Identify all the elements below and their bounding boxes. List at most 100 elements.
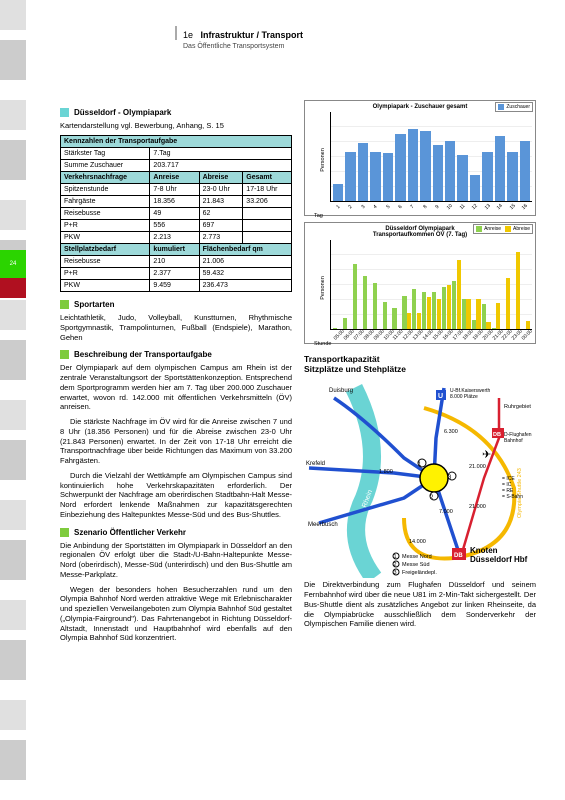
chart-bar: 8 bbox=[420, 131, 430, 201]
table-row: Reisebusse4962 bbox=[61, 208, 292, 220]
table-section-head: Stellplatzbedarf kumuliert Flächenbedarf… bbox=[61, 244, 292, 256]
page-number-tab: 24 bbox=[0, 250, 26, 278]
chart-bar-pair: 18:00 bbox=[462, 299, 471, 329]
chart-bar: 7 bbox=[408, 129, 418, 201]
main-content: Düsseldorf - Olympiapark Kartendarstellu… bbox=[60, 100, 540, 648]
chart-bar: 5 bbox=[383, 153, 393, 201]
svg-text:Freigeländepl.: Freigeländepl. bbox=[402, 570, 437, 576]
chart-bar-pair: 05:00 bbox=[333, 328, 342, 329]
page-header: 1e Infrastruktur / Transport Das Öffentl… bbox=[183, 30, 303, 50]
cap: 7.000 bbox=[439, 509, 453, 515]
red-margin-tab bbox=[0, 278, 26, 298]
table-row: PKW9.459236.473 bbox=[61, 280, 292, 292]
chart-bar-pair: 17:00 bbox=[452, 260, 461, 329]
chart-bar-pair: 22:00 bbox=[501, 278, 510, 329]
chart-bar-pair: 15:00 bbox=[432, 292, 441, 329]
label-ruhr: Ruhrgebiet bbox=[504, 404, 531, 410]
chart1-block: Olympiapark - Zuschauer gesamt Zuschauer… bbox=[304, 100, 536, 216]
chart1-area: Personen Tag 12345678910111213141516 bbox=[330, 112, 532, 202]
svg-text:Messe Nord: Messe Nord bbox=[402, 554, 432, 560]
map-block: TransportkapazitätSitzplätze und Stehplä… bbox=[304, 354, 536, 580]
left-column: Düsseldorf - Olympiapark Kartendarstellu… bbox=[60, 100, 292, 648]
subtitle: Kartendarstellung vgl. Bewerbung, Anhang… bbox=[60, 121, 292, 130]
body-text: Wegen der besonders hohen Besucherzahlen… bbox=[60, 585, 292, 644]
cap: 6.300 bbox=[444, 429, 458, 435]
table-row: Stärkster Tag7.Tag bbox=[61, 148, 292, 160]
chart1-ylabel: Personen bbox=[320, 148, 326, 172]
chart-bar: 14 bbox=[495, 136, 505, 201]
airplane-icon: ✈ bbox=[482, 449, 491, 461]
chart-bar: 3 bbox=[358, 143, 368, 201]
chart-bar-pair: 00:00 bbox=[521, 321, 530, 329]
map-title: TransportkapazitätSitzplätze und Stehplä… bbox=[304, 354, 536, 374]
title-block: Düsseldorf - Olympiapark bbox=[60, 108, 292, 117]
cap: 1.800 bbox=[379, 469, 393, 475]
svg-text:2: 2 bbox=[394, 562, 397, 568]
body-text: Der Olympiapark auf dem olympischen Camp… bbox=[60, 363, 292, 412]
red-line bbox=[462, 398, 499, 553]
table-row: Fahrgäste18.35621.84333.206 bbox=[61, 196, 292, 208]
chart1-legend: Zuschauer bbox=[495, 102, 533, 112]
table-row: Spitzenstunde7-8 Uhr23-0 Uhr17-18 Uhr bbox=[61, 184, 292, 196]
chart-bar-pair: 10:00 bbox=[383, 302, 392, 329]
chart-bar-pair: 21:00 bbox=[492, 303, 501, 329]
knoten-l1: Knoten bbox=[470, 546, 498, 555]
chart2-xlabel: Stunde bbox=[314, 341, 331, 347]
cyan-square-icon bbox=[60, 108, 69, 117]
table-row: Summe Zuschauer203.717 bbox=[61, 160, 292, 172]
beschreibung-head: Beschreibung der Transportaufgabe bbox=[60, 350, 292, 359]
table-row: P+R2.37759.432 bbox=[61, 268, 292, 280]
section-title: Infrastruktur / Transport bbox=[201, 30, 304, 40]
kennzahlen-table: Kennzahlen der Transportaufgabe Stärkste… bbox=[60, 135, 292, 292]
section-sub: Das Öffentliche Transportsystem bbox=[183, 43, 284, 50]
chart-bar-pair: 23:00 bbox=[511, 252, 520, 329]
body-text: Durch die Vielzahl der Wettkämpfe am Oly… bbox=[60, 471, 292, 520]
chart-bar: 1 bbox=[333, 184, 343, 201]
svg-text:3: 3 bbox=[394, 570, 397, 576]
label-krefeld: Krefeld bbox=[306, 461, 325, 467]
chart-bar-pair: 07:00 bbox=[353, 264, 362, 329]
cap: 21.000 bbox=[469, 504, 486, 510]
chart-bar-pair: 09:00 bbox=[373, 283, 382, 329]
chart-bar-pair: 13:00 bbox=[412, 289, 421, 329]
chart-bar-pair: 08:00 bbox=[363, 276, 372, 329]
sportarten-title: Sportarten bbox=[74, 300, 114, 309]
chart2-ylabel: Personen bbox=[320, 276, 326, 300]
transport-map: Rhein 1 2 3 DB bbox=[304, 378, 536, 578]
chart-bar: 6 bbox=[395, 134, 405, 201]
body-text: Die stärkste Nachfrage im ÖV wird für di… bbox=[60, 417, 292, 466]
green-square-icon bbox=[60, 300, 69, 309]
chart-bar-pair: 20:00 bbox=[482, 304, 491, 329]
chart-bar: 10 bbox=[445, 141, 455, 201]
right-lower-text: Die Direktverbindung zum Flughafen Düsse… bbox=[304, 580, 536, 629]
table-section-head: Verkehrsnachfrage Anreise Abreise Gesamt bbox=[61, 172, 292, 184]
chart2-legend: Anreise Abreise bbox=[473, 224, 533, 234]
chart-bar: 15 bbox=[507, 152, 517, 201]
top-divider bbox=[175, 26, 177, 40]
chart2-area: Personen Stunde 05:0006:0007:0008:0009:0… bbox=[330, 240, 532, 330]
green-square-icon bbox=[60, 528, 69, 537]
cap: 21.000 bbox=[469, 464, 486, 470]
table-row: Reisebusse21021.006 bbox=[61, 256, 292, 268]
table-row: P+R556697 bbox=[61, 220, 292, 232]
label-duisburg: Duisburg bbox=[329, 388, 353, 394]
body-text: Die Anbindung der Sportstätten im Olympi… bbox=[60, 541, 292, 580]
chart-bar-pair: 14:00 bbox=[422, 292, 431, 329]
right-column: Olympiapark - Zuschauer gesamt Zuschauer… bbox=[304, 100, 536, 648]
table-row: PKW2.2132.773 bbox=[61, 232, 292, 244]
chart1-xlabel: Tag bbox=[314, 213, 323, 219]
chart-bar: 12 bbox=[470, 175, 480, 201]
svg-text:= S-Bahn: = S-Bahn bbox=[502, 494, 523, 500]
label-meerbusch: Meerbusch bbox=[308, 522, 338, 528]
svg-text:U: U bbox=[438, 393, 443, 400]
map-legend: 1Messe Nord 2Messe Süd 3Freigeländepl. bbox=[393, 553, 437, 576]
svg-text:8.000 Plätze: 8.000 Plätze bbox=[450, 394, 478, 400]
szenario-head: Szenario Öffentlicher Verkehr bbox=[60, 528, 292, 537]
chart-bar: 11 bbox=[457, 155, 467, 201]
chart-bar-pair: 12:00 bbox=[402, 296, 411, 329]
svg-text:Messe Süd: Messe Süd bbox=[402, 562, 430, 568]
svg-text:DB: DB bbox=[493, 432, 501, 438]
left-margin-decoration bbox=[0, 0, 26, 800]
chart-bar: 2 bbox=[345, 152, 355, 201]
knoten-l2: Düsseldorf Hbf bbox=[470, 555, 528, 564]
